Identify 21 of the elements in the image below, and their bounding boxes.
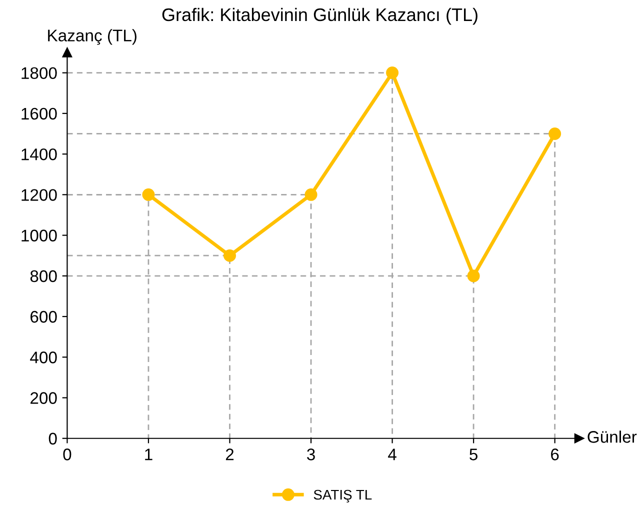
y-tick-label: 1400 (22, 148, 57, 160)
chart-title: Grafik: Kitabevinin Günlük Kazancı (TL) (162, 8, 478, 25)
y-tick-label: 0 (48, 432, 57, 445)
y-tick-label: 1000 (22, 230, 57, 242)
y-tick-label: 1600 (22, 108, 57, 120)
y-tick-label: 1200 (22, 189, 57, 201)
x-tick-label: 1 (145, 448, 152, 460)
x-tick-label: 6 (551, 448, 559, 460)
y-tick-label: 1800 (22, 67, 57, 80)
x-axis-title: Günler (588, 430, 637, 443)
x-tick-label: 0 (63, 448, 72, 460)
y-axis-title: Kazanç (TL) (48, 29, 136, 45)
x-tick-label: 4 (388, 448, 396, 460)
x-tick-label: 5 (470, 448, 478, 460)
y-tick-label: 800 (30, 270, 57, 282)
x-tick-label: 2 (226, 448, 234, 460)
y-tick-label: 400 (30, 352, 57, 364)
y-tick-label: 600 (30, 310, 57, 323)
legend-label: SATIŞ TL (314, 490, 372, 502)
x-tick-label: 3 (307, 448, 315, 460)
y-tick-label: 200 (30, 392, 57, 404)
